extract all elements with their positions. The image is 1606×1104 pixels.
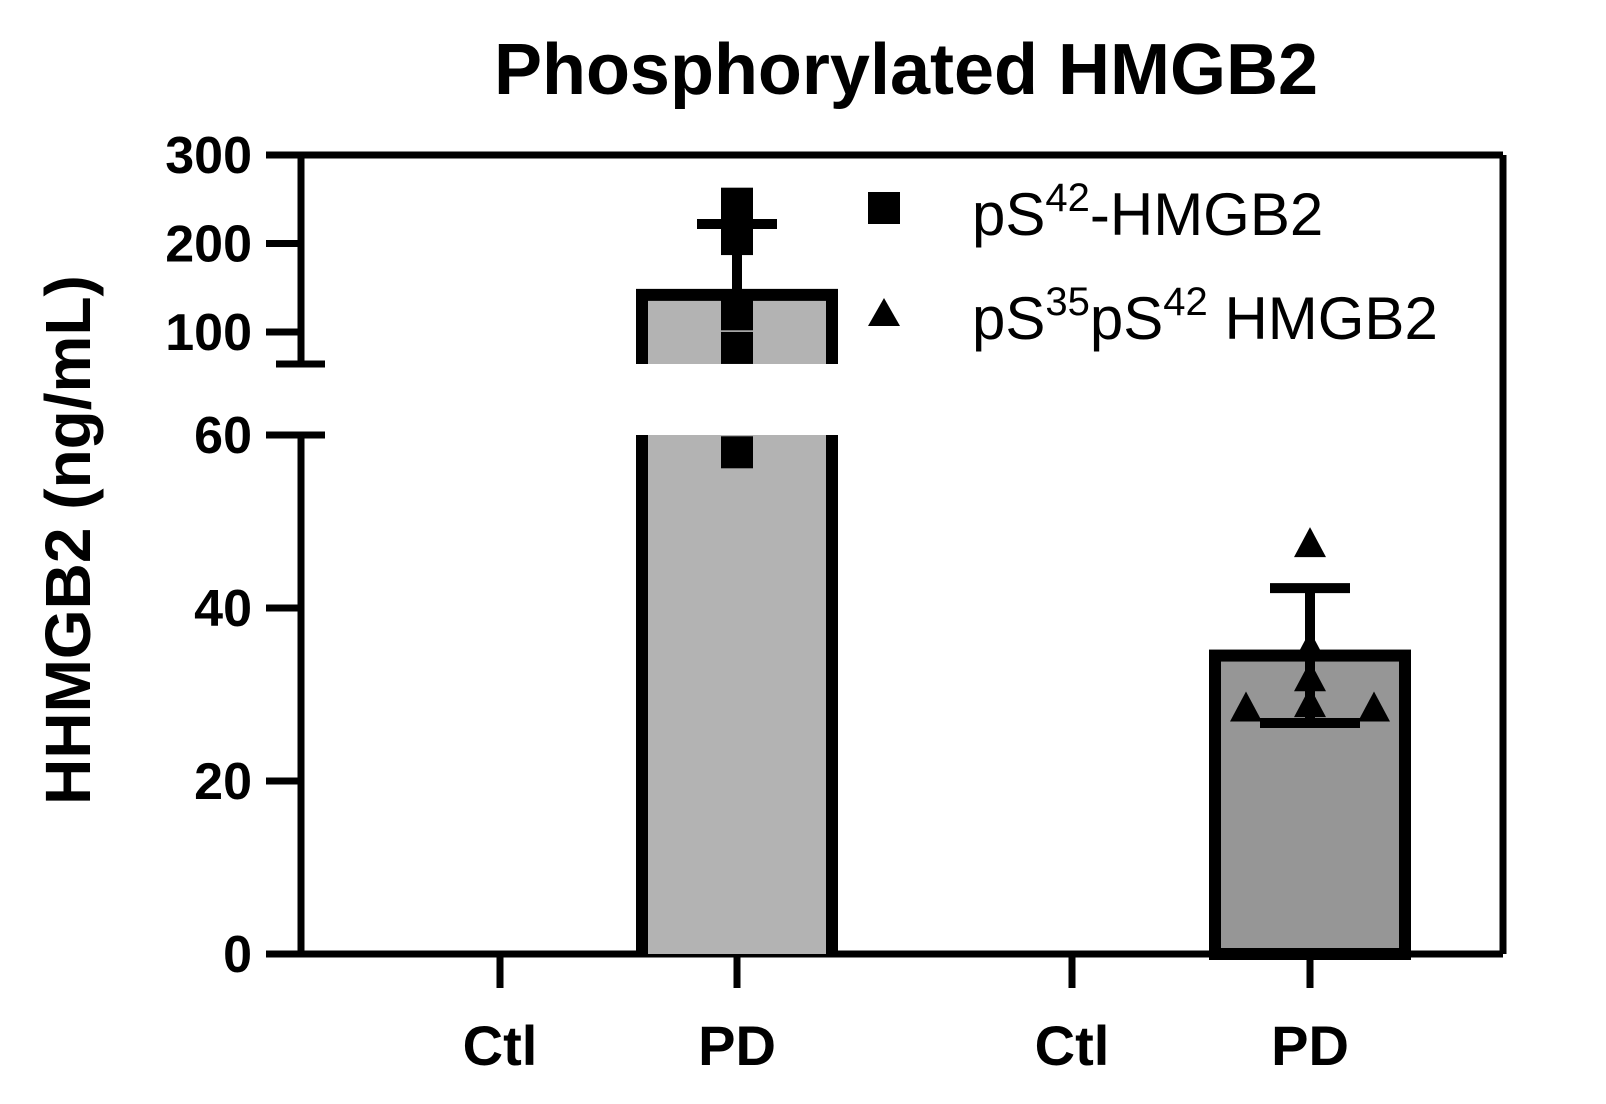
y-tick-200-label: 200 bbox=[165, 216, 252, 274]
legend-label-series-1: pS42-HMGB2 bbox=[972, 176, 1323, 248]
x-category-label-1: PD bbox=[698, 1014, 776, 1077]
data-point-square bbox=[721, 223, 753, 256]
y-tick-20-label: 20 bbox=[194, 753, 252, 811]
data-point-square bbox=[721, 331, 753, 364]
y-tick-0-label: 0 bbox=[223, 926, 252, 984]
data-point-square bbox=[721, 436, 753, 469]
data-point-square bbox=[721, 298, 753, 331]
data-point-triangle bbox=[1230, 691, 1262, 722]
legend-item-series-1: pS42-HMGB2 bbox=[868, 176, 1323, 248]
legend-triangle-marker bbox=[868, 298, 900, 326]
y-tick-300-label: 300 bbox=[165, 127, 252, 185]
y-tick-100-label: 100 bbox=[165, 304, 252, 362]
bar-group-0-1 bbox=[636, 219, 838, 954]
data-point-triangle bbox=[1294, 527, 1326, 558]
y-tick-60-label: 60 bbox=[194, 407, 252, 465]
chart-title: Phosphorylated HMGB2 bbox=[494, 30, 1318, 110]
data-points bbox=[721, 187, 1390, 722]
bars bbox=[636, 219, 1411, 960]
x-category-label-0: Ctl bbox=[463, 1014, 538, 1077]
legend-square-marker bbox=[868, 192, 900, 224]
x-category-label-3: PD bbox=[1271, 1014, 1349, 1077]
data-point-triangle bbox=[1294, 661, 1326, 692]
data-point-triangle bbox=[1358, 691, 1390, 722]
data-point-triangle bbox=[1294, 630, 1326, 661]
y-tick-40-label: 40 bbox=[194, 580, 252, 638]
y-axis-ticks: 0 20 40 60 100 200 300 bbox=[165, 127, 325, 984]
bar-fill-lower bbox=[642, 435, 832, 954]
bar-edge-lower bbox=[636, 435, 838, 954]
x-axis-categories: Ctl PD Ctl PD bbox=[463, 954, 1349, 1077]
legend-label-series-2: pS35pS42 HMGB2 bbox=[972, 280, 1438, 352]
legend-item-series-2: pS35pS42 HMGB2 bbox=[868, 280, 1438, 352]
data-point-triangle bbox=[1294, 687, 1326, 718]
legend: pS42-HMGB2 pS35pS42 HMGB2 bbox=[868, 176, 1438, 352]
x-category-label-2: Ctl bbox=[1035, 1014, 1110, 1077]
data-point-square bbox=[721, 187, 753, 220]
y-axis-label: HHMGB2 (ng/mL) bbox=[32, 275, 104, 805]
plot-frame bbox=[266, 151, 1507, 958]
